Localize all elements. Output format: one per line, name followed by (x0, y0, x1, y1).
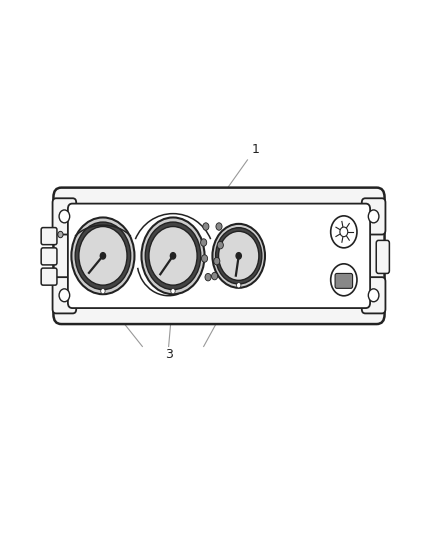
Circle shape (217, 241, 223, 249)
FancyBboxPatch shape (362, 277, 385, 313)
Circle shape (170, 253, 176, 259)
Circle shape (215, 228, 262, 284)
Circle shape (216, 223, 222, 230)
Circle shape (100, 253, 106, 259)
Circle shape (58, 231, 63, 238)
Circle shape (212, 224, 265, 288)
FancyBboxPatch shape (53, 277, 76, 313)
FancyBboxPatch shape (41, 268, 57, 285)
Circle shape (237, 282, 241, 288)
FancyBboxPatch shape (376, 240, 389, 273)
Circle shape (145, 222, 201, 289)
Circle shape (201, 239, 207, 246)
Circle shape (141, 217, 205, 294)
FancyBboxPatch shape (68, 204, 370, 308)
Circle shape (59, 210, 70, 223)
Circle shape (331, 264, 357, 296)
Circle shape (236, 253, 241, 259)
Circle shape (201, 255, 208, 262)
Text: 3: 3 (165, 348, 173, 361)
Circle shape (331, 216, 357, 248)
Circle shape (368, 210, 379, 223)
Circle shape (71, 217, 134, 294)
Circle shape (101, 288, 105, 294)
FancyBboxPatch shape (362, 198, 385, 235)
Circle shape (59, 289, 70, 302)
Circle shape (205, 273, 211, 281)
Circle shape (171, 288, 175, 294)
Circle shape (340, 227, 348, 237)
Circle shape (79, 227, 127, 285)
Text: 1: 1 (251, 143, 259, 156)
FancyBboxPatch shape (53, 188, 385, 324)
FancyBboxPatch shape (41, 228, 57, 245)
Circle shape (75, 222, 131, 289)
Circle shape (219, 231, 259, 280)
FancyBboxPatch shape (335, 273, 353, 288)
FancyBboxPatch shape (53, 198, 76, 235)
Circle shape (203, 223, 209, 230)
FancyBboxPatch shape (41, 248, 57, 265)
Circle shape (212, 272, 218, 280)
Circle shape (368, 289, 379, 302)
Circle shape (149, 227, 197, 285)
Circle shape (214, 257, 220, 265)
